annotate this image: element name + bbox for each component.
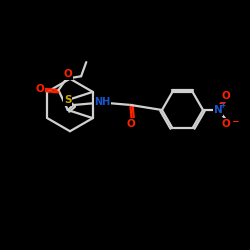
Text: −: − — [231, 117, 238, 126]
Text: O: O — [127, 119, 136, 129]
Text: O: O — [36, 84, 45, 94]
Text: O: O — [63, 69, 72, 79]
Text: +: + — [220, 101, 226, 110]
Text: S: S — [64, 95, 72, 105]
Text: N: N — [214, 105, 222, 115]
Text: O: O — [222, 91, 230, 101]
Text: NH: NH — [94, 97, 110, 107]
Text: O: O — [222, 119, 230, 129]
